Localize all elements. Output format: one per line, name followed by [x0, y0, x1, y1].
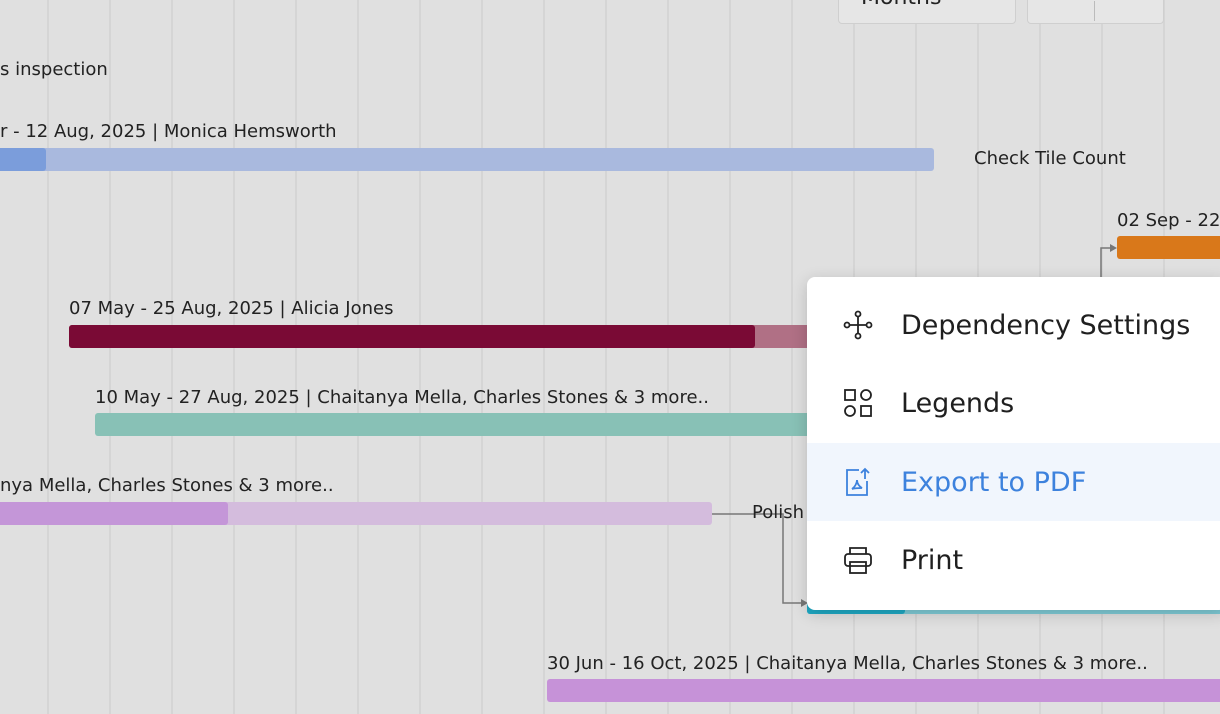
menu-label: Dependency Settings: [901, 309, 1191, 341]
view-button[interactable]: Months: [838, 0, 1016, 24]
task-bar[interactable]: [0, 148, 934, 171]
menu-label: Export to PDF: [901, 466, 1087, 498]
context-menu: Dependency Settings Legends Export to PD…: [807, 277, 1220, 610]
menu-item[interactable]: Export to PDF: [807, 443, 1220, 521]
menu-item[interactable]: Print: [807, 521, 1220, 599]
task-label: Polish: [752, 502, 805, 523]
task-label: nya Mella, Charles Stones & 3 more..: [0, 475, 334, 496]
dependency-icon: [843, 310, 873, 340]
arrow: [801, 599, 808, 607]
task-bar[interactable]: [95, 413, 830, 436]
task-label: s inspection: [0, 59, 108, 80]
view-button-label: Months: [861, 0, 941, 9]
connector: [712, 513, 805, 604]
task-label: Check Tile Count: [974, 148, 1126, 169]
progress-bar: [0, 148, 46, 171]
progress-bar: [69, 325, 755, 348]
task-label: r - 12 Aug, 2025 | Monica Hemsworth: [0, 121, 337, 142]
menu-item[interactable]: Dependency Settings: [807, 286, 1220, 364]
menu-label: Print: [901, 544, 964, 576]
task-label: 10 May - 27 Aug, 2025 | Chaitanya Mella,…: [95, 387, 709, 408]
task-bar[interactable]: [1117, 236, 1220, 259]
divider: [1094, 1, 1095, 21]
task-label: 30 Jun - 16 Oct, 2025 | Chaitanya Mella,…: [547, 653, 1148, 674]
print-icon: [844, 547, 872, 574]
task-label: 02 Sep - 22: [1117, 210, 1220, 231]
task-label: 07 May - 25 Aug, 2025 | Alicia Jones: [69, 298, 394, 319]
task-bar[interactable]: [547, 679, 1220, 702]
menu-label: Legends: [901, 387, 1015, 419]
pdf-icon: [846, 467, 870, 496]
connector: [1100, 247, 1115, 280]
menu-item[interactable]: Legends: [807, 364, 1220, 442]
nav-button[interactable]: [1027, 0, 1164, 24]
legends-icon: [844, 389, 872, 417]
progress-bar: [0, 502, 228, 525]
arrow: [1110, 244, 1117, 252]
